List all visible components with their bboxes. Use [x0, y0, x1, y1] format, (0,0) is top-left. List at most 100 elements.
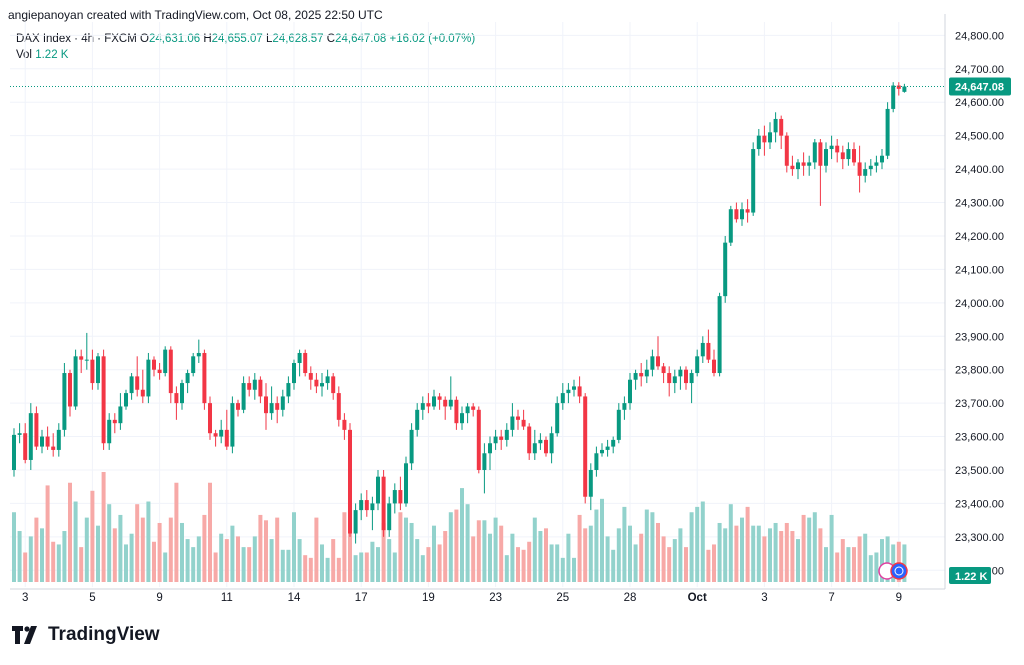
- candle-body[interactable]: [829, 145, 834, 150]
- candle-body[interactable]: [476, 409, 481, 470]
- candle-body[interactable]: [796, 162, 800, 170]
- candle-body[interactable]: [420, 403, 425, 410]
- candle-body[interactable]: [448, 399, 453, 407]
- candle-body[interactable]: [353, 510, 358, 534]
- candle-body[interactable]: [314, 379, 319, 387]
- candle-body[interactable]: [79, 356, 84, 360]
- candle-body[interactable]: [168, 349, 173, 394]
- candle-body[interactable]: [101, 356, 106, 444]
- candle-body[interactable]: [824, 149, 828, 166]
- candle-body[interactable]: [588, 469, 593, 497]
- candle-body[interactable]: [297, 352, 302, 364]
- candle-body[interactable]: [773, 118, 778, 133]
- candle-body[interactable]: [706, 342, 711, 360]
- candle-body[interactable]: [84, 359, 89, 361]
- candle-body[interactable]: [510, 416, 515, 430]
- candle-body[interactable]: [488, 443, 492, 454]
- candle-body[interactable]: [196, 352, 201, 357]
- candle-body[interactable]: [269, 403, 274, 414]
- candle-body[interactable]: [280, 396, 285, 410]
- candle-body[interactable]: [392, 490, 397, 504]
- candle-body[interactable]: [62, 373, 67, 430]
- candle-body[interactable]: [616, 409, 621, 440]
- candle-body[interactable]: [656, 356, 660, 367]
- candle-body[interactable]: [672, 376, 677, 384]
- candle-body[interactable]: [17, 433, 22, 435]
- candle-body[interactable]: [258, 379, 263, 397]
- candle-body[interactable]: [493, 436, 498, 444]
- candle-body[interactable]: [863, 169, 868, 176]
- candle-body[interactable]: [611, 439, 616, 447]
- candle-body[interactable]: [852, 149, 856, 163]
- candle-body[interactable]: [404, 463, 408, 504]
- candle-body[interactable]: [560, 393, 565, 404]
- candle-body[interactable]: [521, 419, 526, 427]
- candle-body[interactable]: [56, 429, 61, 450]
- candle-body[interactable]: [818, 142, 823, 166]
- candle-body[interactable]: [583, 396, 588, 497]
- candle-body[interactable]: [784, 135, 789, 166]
- candle-body[interactable]: [801, 162, 806, 166]
- candle-body[interactable]: [286, 383, 291, 397]
- candle-body[interactable]: [152, 359, 156, 370]
- candle-body[interactable]: [264, 396, 268, 414]
- candle-body[interactable]: [348, 429, 352, 534]
- candle-body[interactable]: [700, 342, 705, 357]
- candle-body[interactable]: [499, 436, 504, 440]
- candle-body[interactable]: [325, 376, 330, 384]
- candle-body[interactable]: [740, 209, 744, 220]
- candle-body[interactable]: [180, 383, 184, 404]
- candle-body[interactable]: [40, 436, 44, 447]
- candle-body[interactable]: [398, 490, 403, 504]
- candle-body[interactable]: [174, 393, 179, 404]
- candle-body[interactable]: [252, 379, 257, 390]
- candle-body[interactable]: [868, 165, 873, 170]
- candle-body[interactable]: [23, 433, 28, 460]
- candle-body[interactable]: [678, 369, 683, 377]
- candle-body[interactable]: [236, 403, 240, 410]
- candle-body[interactable]: [717, 296, 722, 374]
- candle-body[interactable]: [454, 399, 459, 424]
- candle-body[interactable]: [846, 149, 851, 160]
- candle-body[interactable]: [874, 162, 879, 166]
- candle-body[interactable]: [247, 383, 252, 390]
- candle-body[interactable]: [712, 359, 716, 374]
- candle-body[interactable]: [124, 393, 128, 407]
- candle-body[interactable]: [471, 406, 476, 410]
- candle-body[interactable]: [213, 433, 218, 437]
- candle-body[interactable]: [460, 413, 464, 424]
- candle-body[interactable]: [163, 349, 168, 374]
- candle-body[interactable]: [51, 446, 56, 450]
- candle-body[interactable]: [336, 393, 341, 420]
- candle-body[interactable]: [118, 406, 123, 424]
- candle-body[interactable]: [812, 142, 817, 163]
- candle-body[interactable]: [381, 476, 386, 531]
- candle-body[interactable]: [650, 356, 655, 370]
- candle-body[interactable]: [409, 429, 414, 464]
- candle-body[interactable]: [90, 359, 95, 384]
- candle-body[interactable]: [364, 500, 369, 511]
- candle-body[interactable]: [684, 369, 688, 384]
- candle-body[interactable]: [443, 399, 448, 407]
- candle-body[interactable]: [840, 152, 845, 160]
- candle-body[interactable]: [880, 155, 884, 163]
- candle-body[interactable]: [745, 209, 750, 213]
- candle-body[interactable]: [129, 376, 134, 394]
- candle-body[interactable]: [538, 439, 543, 444]
- candle-body[interactable]: [577, 386, 582, 397]
- candle-body[interactable]: [140, 389, 145, 397]
- candle-body[interactable]: [303, 352, 308, 374]
- candle-body[interactable]: [96, 356, 100, 384]
- candle-body[interactable]: [224, 429, 229, 447]
- candle-body[interactable]: [639, 373, 644, 377]
- candle-body[interactable]: [527, 426, 532, 454]
- candle-body[interactable]: [331, 376, 336, 394]
- candle-body[interactable]: [208, 403, 212, 434]
- candle-body[interactable]: [667, 373, 672, 384]
- price-chart[interactable]: 24,800.00 24,700.00 24,600.00 24,500.00 24,4…: [0, 0, 1024, 615]
- candle-body[interactable]: [516, 416, 520, 420]
- candle-body[interactable]: [275, 403, 280, 410]
- candle-body[interactable]: [320, 383, 324, 387]
- candle-body[interactable]: [734, 209, 739, 220]
- candle-body[interactable]: [426, 403, 431, 407]
